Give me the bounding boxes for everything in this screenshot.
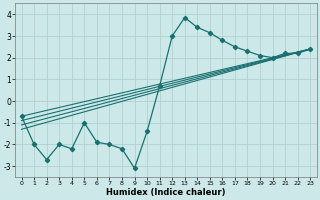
X-axis label: Humidex (Indice chaleur): Humidex (Indice chaleur) [106,188,226,197]
